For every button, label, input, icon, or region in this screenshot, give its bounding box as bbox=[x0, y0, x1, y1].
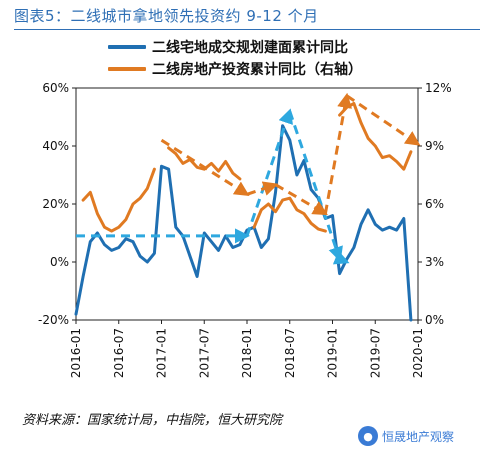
x-tick-label: 2017-01 bbox=[155, 328, 169, 378]
y-left-tick-label: -20% bbox=[38, 313, 69, 327]
x-tick-label: 2016-01 bbox=[69, 328, 83, 378]
x-tick-label: 2019-01 bbox=[326, 328, 340, 378]
y-right-tick-label: 9% bbox=[425, 139, 444, 153]
y-right-tick-label: 12% bbox=[425, 81, 452, 95]
legend-label-land: 二线宅地成交规划建面累计同比 bbox=[152, 40, 348, 56]
x-tick-label: 2018-07 bbox=[283, 328, 297, 378]
y-right-tick-label: 3% bbox=[425, 255, 444, 269]
title-divider bbox=[14, 29, 480, 30]
trend-arrow-5 bbox=[246, 181, 279, 196]
legend-swatch-land bbox=[108, 45, 146, 49]
x-tick-label: 2018-01 bbox=[240, 328, 254, 378]
y-right-tick-label: 0% bbox=[425, 313, 444, 327]
trend-arrow-7 bbox=[323, 92, 352, 214]
y-left-tick-label: 60% bbox=[42, 81, 69, 95]
source-note: 资料来源：国家统计局，中指院，恒大研究院 bbox=[22, 413, 283, 428]
watermark: ● 恒晟地产观察 bbox=[358, 426, 454, 446]
trend-arrow-8 bbox=[345, 94, 421, 146]
x-tick-label: 2019-07 bbox=[368, 328, 382, 378]
legend-item-investment: 二线房地产投资累计同比（右轴） bbox=[108, 58, 362, 80]
legend-label-investment: 二线房地产投资累计同比（右轴） bbox=[152, 62, 362, 78]
y-left-tick-label: 20% bbox=[42, 197, 69, 211]
series-line-land-seg-0 bbox=[74, 124, 413, 322]
x-tick-label: 2020-01 bbox=[411, 328, 425, 378]
title-bar: 图表5：二线城市拿地领先投资约 9-12 个月 bbox=[0, 0, 492, 30]
wechat-logo-icon: ● bbox=[358, 426, 378, 446]
y-left-tick-label: 0% bbox=[50, 255, 69, 269]
trend-arrow-1 bbox=[245, 108, 293, 237]
plot-frame bbox=[75, 87, 419, 321]
legend-item-land: 二线宅地成交规划建面累计同比 bbox=[108, 36, 362, 58]
trend-arrow-2 bbox=[288, 110, 343, 262]
trend-arrow-3 bbox=[332, 250, 350, 265]
x-tick-label: 2017-07 bbox=[197, 328, 211, 378]
trend-arrow-6 bbox=[274, 183, 328, 216]
series-line-investment-seg-1 bbox=[167, 146, 242, 181]
chart-legend: 二线宅地成交规划建面累计同比 二线房地产投资累计同比（右轴） bbox=[108, 36, 362, 80]
series-line-investment-seg-0 bbox=[81, 167, 156, 233]
trend-arrow-4 bbox=[160, 138, 250, 196]
x-tick-label: 2016-07 bbox=[112, 328, 126, 378]
legend-swatch-investment bbox=[108, 67, 146, 71]
y-left-tick-label: 40% bbox=[42, 139, 69, 153]
series-line-investment-seg-2 bbox=[252, 196, 327, 233]
chart-title: 图表5：二线城市拿地领先投资约 9-12 个月 bbox=[14, 7, 319, 25]
y-right-tick-label: 6% bbox=[425, 197, 444, 211]
watermark-text: 恒晟地产观察 bbox=[382, 429, 455, 444]
